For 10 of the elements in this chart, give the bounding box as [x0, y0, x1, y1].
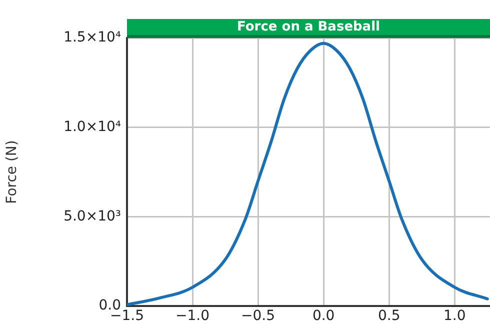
- y-axis-title: Force (N): [4, 140, 20, 204]
- x-tick-label: −0.5: [241, 308, 276, 324]
- x-tick-label: −1.0: [176, 308, 210, 324]
- y-tick-label: 1.0×10⁴: [64, 118, 122, 135]
- x-tick-label: 0.0: [312, 308, 335, 324]
- x-tick-label: 0.5: [378, 308, 400, 324]
- chart-title: Force on a Baseball: [237, 19, 380, 34]
- y-tick-label: 1.5×10⁴: [64, 30, 122, 46]
- x-tick-label: 1.0: [443, 308, 466, 324]
- y-tick-label: 5.0×10³: [64, 208, 121, 224]
